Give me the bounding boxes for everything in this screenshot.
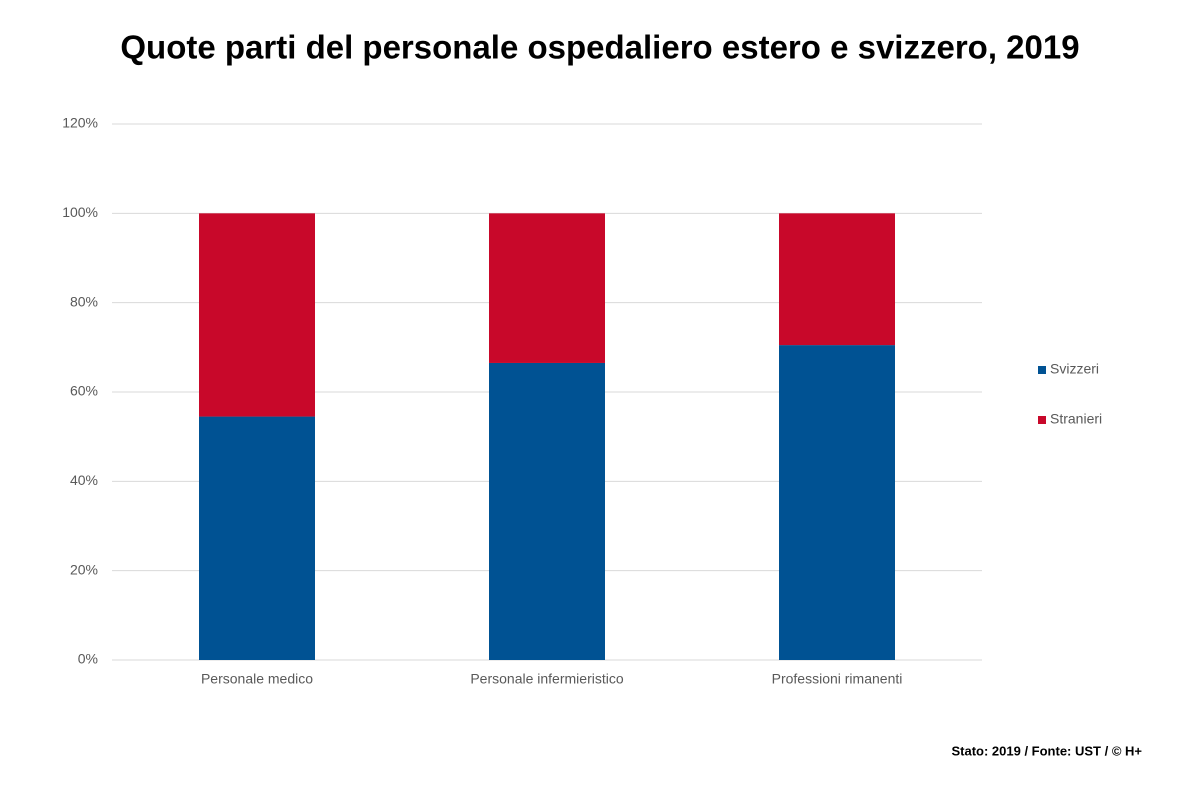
y-tick-label: 40% [70,472,98,488]
bar-segment [489,213,605,363]
y-tick-label: 120% [62,115,98,131]
y-tick-label: 20% [70,561,98,577]
bar-segment [779,213,895,346]
y-tick-label: 100% [62,204,98,220]
legend-label: Svizzeri [1050,361,1099,377]
x-tick-label: Personale infermieristico [470,671,623,687]
y-tick-label: 80% [70,293,98,309]
y-tick-label: 0% [78,651,98,667]
chart-title: Quote parti del personale ospedaliero es… [120,29,1079,66]
bar-segment [199,416,315,660]
x-tick-label: Personale medico [201,671,313,687]
legend-swatch [1038,416,1046,424]
legend-swatch [1038,366,1046,374]
footnote: Stato: 2019 / Fonte: UST / © H+ [951,743,1142,758]
bar-segment [779,345,895,660]
y-tick-label: 60% [70,383,98,399]
bar-segment [199,213,315,417]
bar-segment [489,362,605,660]
x-tick-label: Professioni rimanenti [772,671,903,687]
legend-label: Stranieri [1050,411,1102,427]
